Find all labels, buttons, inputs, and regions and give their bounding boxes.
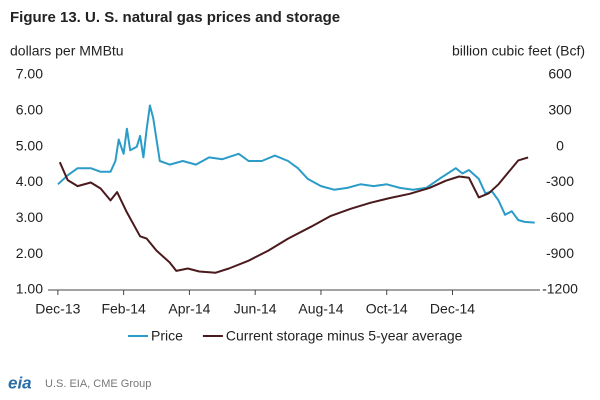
y2-tick-label: -900 bbox=[546, 245, 574, 261]
series-line bbox=[57, 104, 535, 224]
x-tick-label: Apr-14 bbox=[168, 301, 210, 317]
legend-label: Price bbox=[151, 328, 183, 344]
y2-tick-label: -1200 bbox=[542, 281, 578, 297]
y2-tick-label: 600 bbox=[548, 66, 572, 82]
y2-tick-label: -300 bbox=[546, 173, 574, 189]
y-tick-label: 6.00 bbox=[16, 102, 43, 118]
x-tick-label: Oct-14 bbox=[366, 301, 408, 317]
chart-title: Figure 13. U. S. natural gas prices and … bbox=[10, 9, 340, 26]
y-tick-label: 5.00 bbox=[16, 137, 43, 153]
x-tick-label: Aug-14 bbox=[298, 301, 343, 317]
x-tick-label: Dec-14 bbox=[430, 301, 475, 317]
x-tick-label: Feb-14 bbox=[101, 301, 146, 317]
logo: eia bbox=[8, 373, 32, 392]
y-tick-label: 4.00 bbox=[16, 173, 43, 189]
y-axis-label: dollars per MMBtu bbox=[10, 43, 124, 59]
x-tick-label: Jun-14 bbox=[234, 301, 277, 317]
series-line bbox=[58, 156, 529, 274]
y-tick-label: 3.00 bbox=[16, 209, 43, 225]
source: U.S. EIA, CME Group bbox=[45, 378, 151, 390]
y-tick-label: 1.00 bbox=[16, 281, 43, 297]
y-tick-label: 2.00 bbox=[16, 245, 43, 261]
y2-axis-label: billion cubic feet (Bcf) bbox=[452, 43, 585, 59]
y2-tick-label: 0 bbox=[556, 137, 564, 153]
x-tick-label: Dec-13 bbox=[35, 301, 80, 317]
y2-tick-label: 300 bbox=[548, 102, 572, 118]
y2-tick-label: -600 bbox=[546, 209, 574, 225]
legend-label: Current storage minus 5-year average bbox=[226, 328, 463, 344]
y-tick-label: 7.00 bbox=[16, 66, 43, 82]
